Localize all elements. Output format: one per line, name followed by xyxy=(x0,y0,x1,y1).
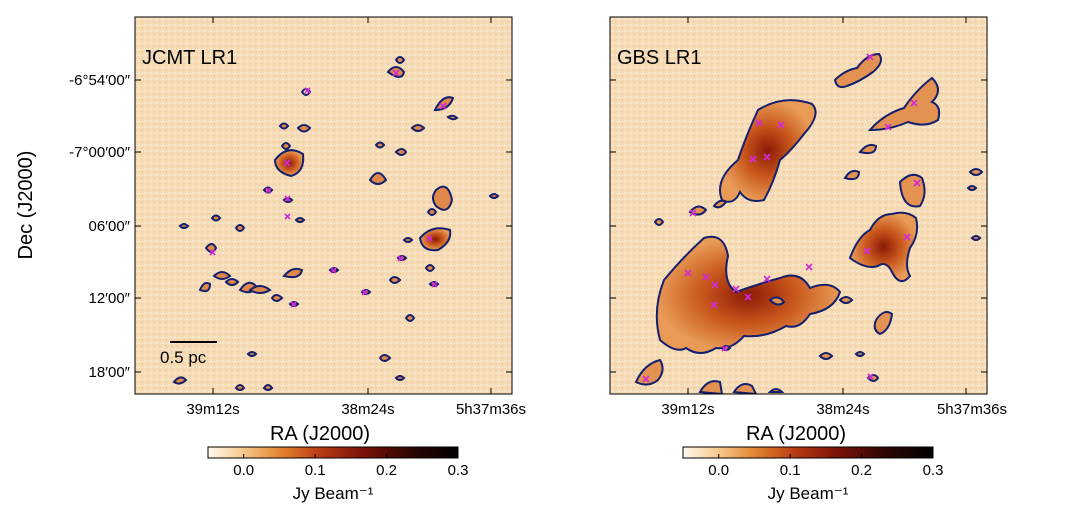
colorbar-label: Jy Beam⁻¹ xyxy=(293,484,374,503)
colorbar-tick-labels: 0.0 0.1 0.2 0.3 xyxy=(233,462,468,479)
right-x-ticks: 39m12s 38m24s 5h37m36s xyxy=(661,401,1007,418)
y-tick-label: -6°54′00″ xyxy=(69,72,131,89)
colorbar-label: Jy Beam⁻¹ xyxy=(768,484,849,503)
right-ticks xyxy=(610,17,987,394)
colorbar-tick-label: 0.2 xyxy=(851,462,872,479)
colorbar-tick-labels: 0.0 0.1 0.2 0.3 xyxy=(708,462,943,479)
colorbar-ticks xyxy=(718,454,934,458)
colorbar-tick-label: 0.3 xyxy=(923,462,944,479)
right-panel: GBS LR1 39m12s 38m24s 5h37m36s RA (J2000… xyxy=(609,16,1007,445)
left-map-background xyxy=(135,17,512,394)
left-panel-label: JCMT LR1 xyxy=(142,47,237,69)
left-x-axis-label: RA (J2000) xyxy=(270,423,370,445)
left-clumps xyxy=(172,56,500,391)
colorbar-gradient xyxy=(682,446,934,459)
y-tick-label: 18′00″ xyxy=(89,364,131,381)
colorbar-tick-label: 0.0 xyxy=(233,462,254,479)
x-tick-label: 38m24s xyxy=(816,401,869,418)
colorbar-tick-label: 0.2 xyxy=(376,462,397,479)
x-tick-label: 38m24s xyxy=(341,401,394,418)
scalebar-label: 0.5 pc xyxy=(160,348,207,367)
colorbar-tick-label: 0.1 xyxy=(305,462,326,479)
y-tick-label: 12′00″ xyxy=(89,290,131,307)
y-tick-label: 06′00″ xyxy=(89,218,131,235)
left-y-ticks: -6°54′00″ -7°00′00″ 06′00″ 12′00″ 18′00″ xyxy=(69,72,131,381)
x-tick-label: 5h37m36s xyxy=(937,401,1007,418)
right-colorbar: 0.0 0.1 0.2 0.3 Jy Beam⁻¹ xyxy=(682,446,943,503)
right-x-axis-label: RA (J2000) xyxy=(746,423,846,445)
left-panel: JCMT LR1 0.5 pc -6°54′00″ -7°00′00″ 06′0… xyxy=(15,16,526,445)
colorbar-gradient xyxy=(207,446,459,459)
right-panel-label: GBS LR1 xyxy=(617,47,701,69)
left-ticks xyxy=(135,17,512,394)
left-markers xyxy=(209,69,447,308)
right-clumps xyxy=(634,52,984,394)
colorbar-tick-label: 0.0 xyxy=(708,462,729,479)
left-frame xyxy=(134,16,513,395)
x-tick-label: 39m12s xyxy=(186,401,239,418)
left-x-ticks: 39m12s 38m24s 5h37m36s xyxy=(186,401,526,418)
colorbar-ticks xyxy=(243,454,459,458)
y-axis-label: Dec (J2000) xyxy=(15,151,37,260)
colorbar-tick-label: 0.3 xyxy=(448,462,469,479)
right-markers xyxy=(642,53,921,383)
colorbar-tick-label: 0.1 xyxy=(780,462,801,479)
right-frame xyxy=(609,16,988,395)
y-tick-label: -7°00′00″ xyxy=(69,144,131,161)
x-tick-label: 5h37m36s xyxy=(456,401,526,418)
x-tick-label: 39m12s xyxy=(661,401,714,418)
left-colorbar: 0.0 0.1 0.2 0.3 Jy Beam⁻¹ xyxy=(207,446,468,503)
